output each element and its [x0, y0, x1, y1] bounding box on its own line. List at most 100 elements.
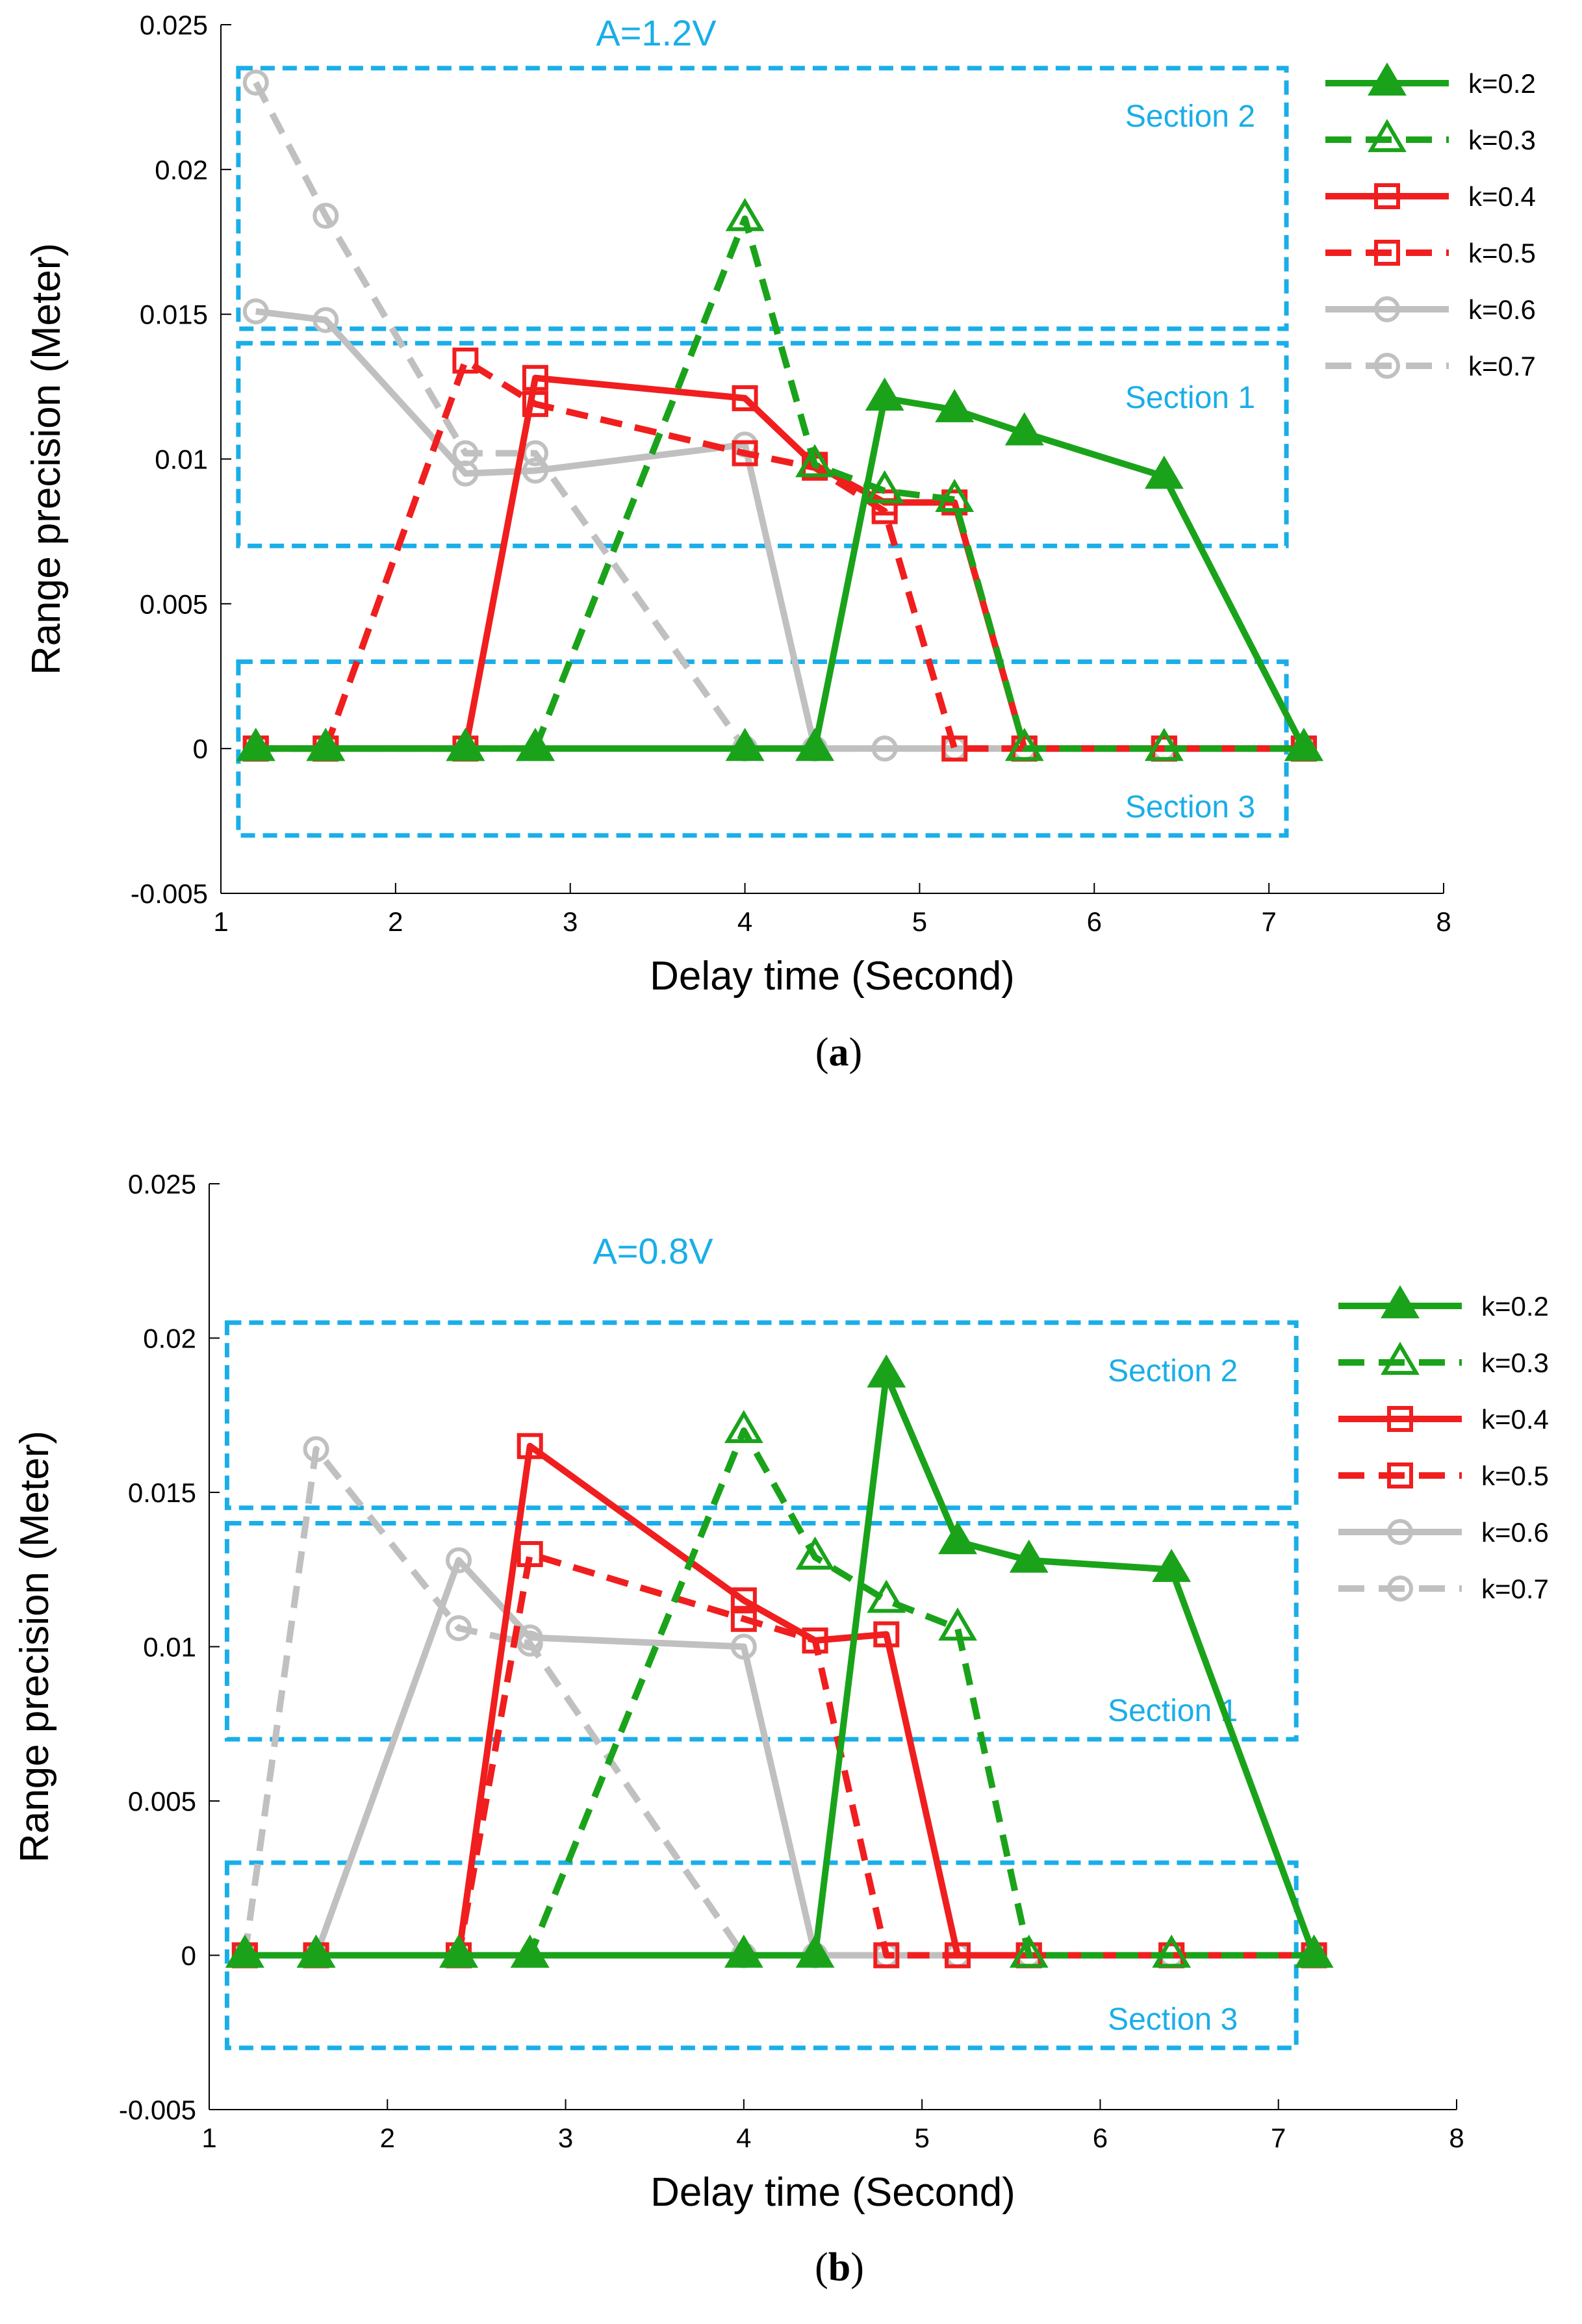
data-point	[873, 1621, 900, 1648]
x-tick-label: 8	[1436, 906, 1451, 937]
y-tick-label: 0.005	[128, 1786, 196, 1817]
section-label: Section 3	[1108, 2002, 1238, 2037]
data-point	[313, 307, 339, 333]
x-tick-label: 1	[201, 2123, 216, 2153]
legend-entry: k=0.6	[1481, 1517, 1549, 1548]
legend-marker	[1374, 353, 1400, 379]
y-tick-label: -0.005	[131, 878, 208, 909]
series-line	[244, 1551, 1314, 1959]
data-point	[865, 377, 904, 411]
x-tick-label: 1	[213, 906, 228, 937]
legend-marker	[1387, 1462, 1413, 1488]
caption-letter: a	[829, 1030, 849, 1075]
data-point	[1152, 1934, 1192, 1968]
data-point	[730, 1633, 757, 1660]
data-point	[725, 728, 765, 761]
series-line	[244, 1427, 1314, 1959]
legend-entry: k=0.5	[1468, 238, 1536, 268]
x-tick-label: 5	[914, 2123, 929, 2153]
data-point	[452, 347, 479, 374]
series-line	[255, 215, 1304, 752]
data-point	[945, 1942, 971, 1969]
data-point	[1284, 728, 1323, 761]
y-tick-label: 0.02	[155, 155, 208, 185]
y-tick-label: 0.01	[143, 1632, 196, 1663]
legend-entry: k=0.3	[1468, 125, 1536, 155]
data-point	[871, 735, 898, 762]
series-k-0_2	[225, 1354, 1334, 1968]
data-point	[242, 70, 269, 96]
data-point	[1152, 1548, 1192, 1582]
data-point	[724, 1410, 763, 1444]
data-point	[1004, 412, 1044, 446]
y-tick-label: 0.015	[128, 1477, 196, 1508]
data-point	[935, 389, 975, 422]
data-point	[236, 728, 275, 761]
x-tick-label: 6	[1093, 2123, 1108, 2153]
legend-entry: k=0.5	[1481, 1461, 1549, 1491]
data-point	[242, 298, 269, 325]
data-point	[865, 470, 904, 504]
data-point	[732, 385, 758, 411]
data-point	[313, 203, 339, 229]
data-point	[873, 1942, 900, 1969]
data-point	[1004, 728, 1044, 761]
series-line	[255, 394, 1307, 752]
x-tick-label: 2	[388, 906, 403, 937]
series-line	[244, 1372, 1318, 1959]
series-k-0_3	[236, 198, 1323, 761]
y-tick-label: 0	[181, 1941, 196, 1971]
data-point	[938, 1521, 977, 1555]
data-point	[867, 1354, 906, 1388]
data-point	[732, 440, 758, 466]
data-point	[1294, 1934, 1334, 1968]
data-point	[725, 198, 765, 231]
x-tick-label: 2	[380, 2123, 395, 2153]
x-tick-label: 3	[563, 906, 578, 937]
x-tick-label: 6	[1087, 906, 1102, 937]
x-axis-label: Delay time (Second)	[650, 2170, 1015, 2215]
y-tick-label: 0.015	[140, 300, 208, 330]
series-k-0_4	[242, 364, 1317, 762]
caption-paren-close: )	[850, 2245, 864, 2290]
data-point	[225, 1934, 264, 1968]
data-point	[1009, 1934, 1049, 1968]
data-point	[517, 1630, 543, 1657]
data-point	[522, 390, 548, 417]
legend-entry: k=0.7	[1468, 351, 1536, 381]
panel-caption: (b)	[815, 2245, 864, 2290]
y-tick-label: 0.02	[143, 1323, 196, 1354]
data-point	[516, 728, 555, 761]
caption-paren-close: )	[849, 1030, 863, 1075]
legend-marker	[1381, 1342, 1420, 1375]
data-point	[730, 1605, 757, 1632]
legend-entry: k=0.4	[1468, 181, 1536, 212]
data-point	[795, 1934, 835, 1968]
data-point	[795, 728, 835, 761]
data-point	[1144, 455, 1184, 489]
data-point	[439, 1934, 478, 1968]
legend-marker	[1368, 62, 1407, 96]
legend-marker	[1368, 119, 1407, 153]
y-tick-label: 0.005	[140, 589, 208, 619]
series-line	[255, 308, 1304, 752]
y-tick-label: -0.005	[119, 2095, 196, 2125]
data-point	[795, 444, 835, 478]
x-tick-label: 8	[1449, 2123, 1464, 2153]
legend: k=0.2 k=0.3 k=0.4 k=0.5 k=0.6 k=0.7	[1325, 62, 1536, 381]
legend-entry: k=0.2	[1468, 68, 1536, 99]
legend-entry: k=0.3	[1481, 1347, 1549, 1378]
series-k-0_3	[225, 1410, 1334, 1968]
series-k-0_2	[236, 377, 1323, 761]
caption-letter: b	[828, 2245, 850, 2290]
data-point	[867, 1579, 906, 1613]
legend-marker	[1387, 1576, 1413, 1602]
data-point	[510, 1934, 550, 1968]
data-point	[303, 1436, 329, 1462]
series-k-0_7	[242, 70, 1317, 762]
data-point	[446, 728, 485, 761]
data-point	[1144, 728, 1184, 761]
y-axis-label: Range precision (Meter)	[24, 243, 69, 675]
data-point	[795, 1536, 835, 1570]
section-label: Section 1	[1125, 381, 1255, 415]
